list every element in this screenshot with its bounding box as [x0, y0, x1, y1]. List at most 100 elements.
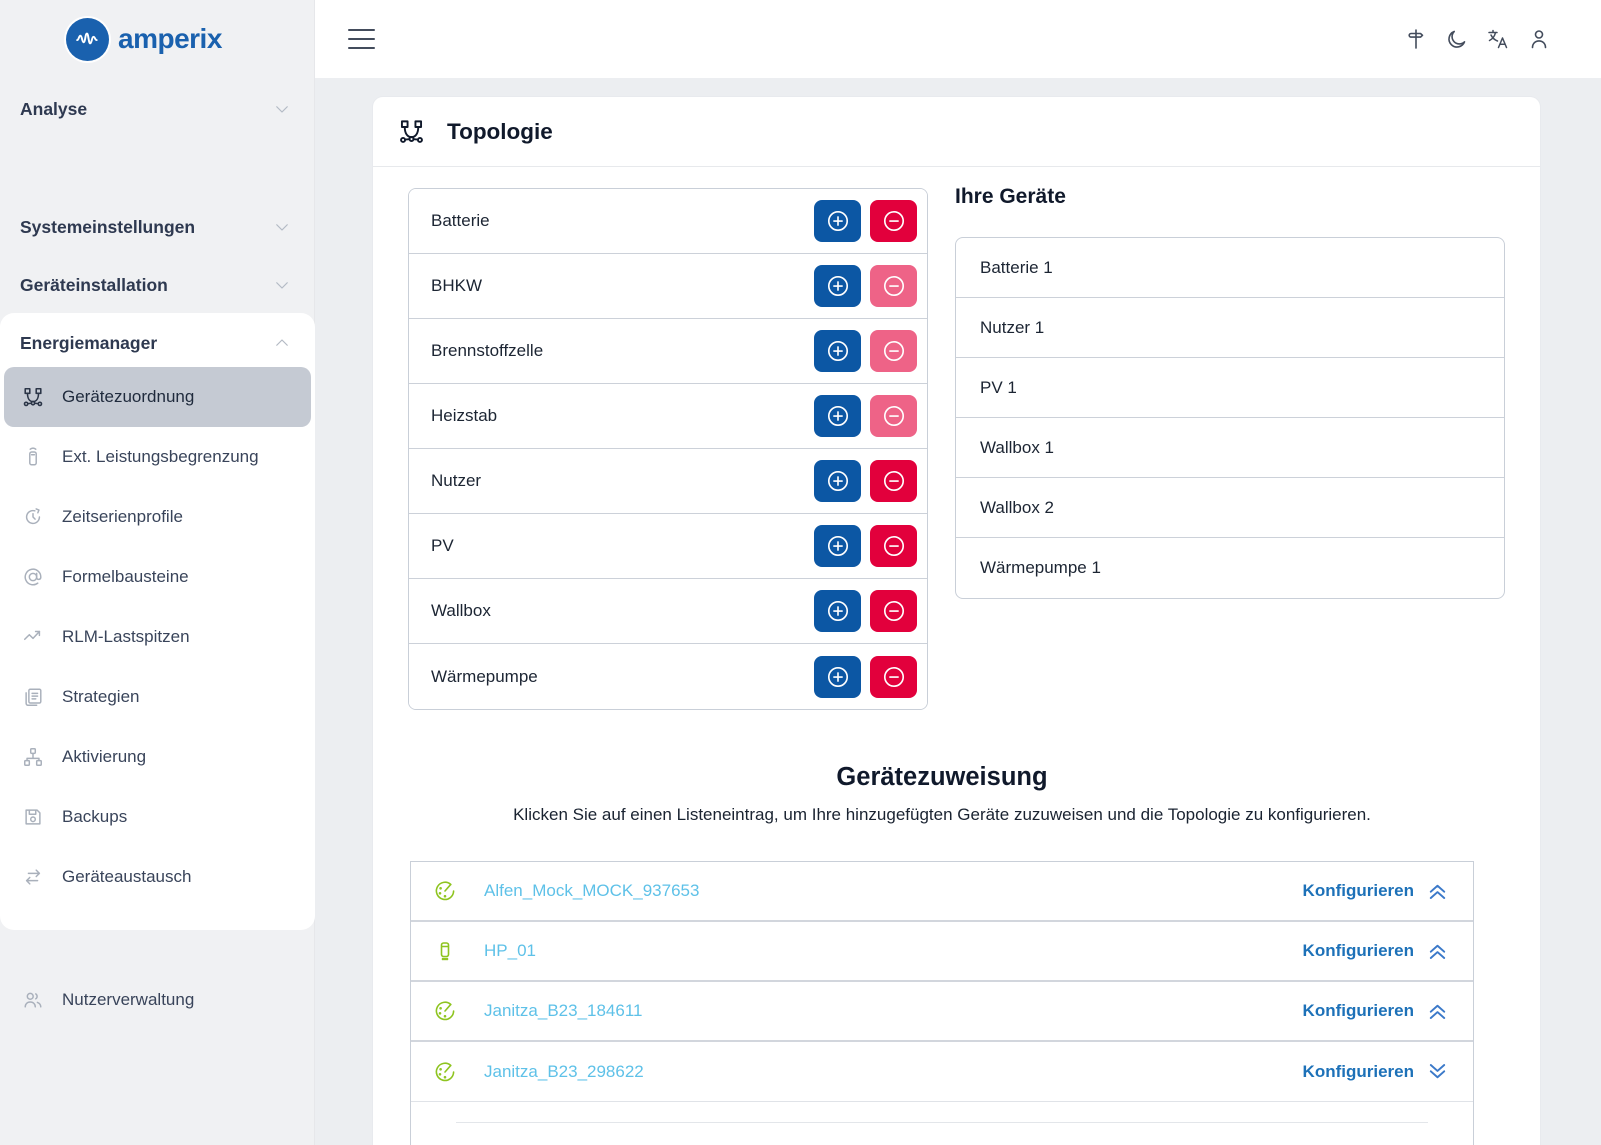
- your-device-item[interactable]: Batterie 1: [956, 238, 1504, 298]
- assignment-title: Gerätezuweisung: [836, 763, 1048, 791]
- konfigurieren-button[interactable]: Konfigurieren: [1303, 1060, 1449, 1083]
- sidebar-item-aktivierung[interactable]: Aktivierung: [0, 727, 315, 787]
- double-chevron-up-icon: [1429, 944, 1446, 959]
- add-device-button[interactable]: [814, 330, 861, 372]
- sidebar-item-label: Backups: [62, 807, 128, 826]
- assignment-row[interactable]: HP_01 Konfigurieren: [411, 922, 1473, 982]
- sidebar-section-systemeinstellungen[interactable]: Systemeinstellungen: [0, 203, 315, 251]
- translate-icon[interactable]: [1486, 27, 1510, 51]
- your-devices-list: Batterie 1 Nutzer 1 PV 1 Wallbox 1 Wallb…: [955, 237, 1505, 599]
- assignment-row[interactable]: Janitza_B23_184611 Konfigurieren: [411, 982, 1473, 1042]
- add-device-button[interactable]: [814, 460, 861, 502]
- sidebar-item-strategien[interactable]: Strategien: [0, 667, 315, 727]
- device-type-row: Nutzer: [409, 449, 927, 514]
- add-device-button[interactable]: [814, 655, 861, 698]
- remove-device-button[interactable]: [870, 200, 917, 242]
- add-device-button[interactable]: [814, 200, 861, 242]
- add-device-button[interactable]: [814, 525, 861, 567]
- section-label: Systemeinstellungen: [20, 216, 196, 237]
- menu-toggle-button[interactable]: [348, 29, 375, 49]
- add-device-button[interactable]: [814, 395, 861, 437]
- add-device-button[interactable]: [814, 590, 861, 632]
- moon-icon[interactable]: [1445, 27, 1469, 51]
- device-name-link: HP_01: [484, 941, 536, 960]
- sidebar-item-label: Geräteaustausch: [62, 867, 192, 886]
- sidebar-item-geraeteaustausch[interactable]: Geräteaustausch: [0, 847, 315, 907]
- sidebar-item-label: Zeitserienprofile: [62, 507, 183, 526]
- remove-device-button[interactable]: [870, 395, 917, 437]
- device-type-row: BHKW: [409, 254, 927, 319]
- remove-device-button[interactable]: [870, 525, 917, 567]
- device-type-label: BHKW: [431, 276, 482, 295]
- remove-device-button[interactable]: [870, 265, 917, 307]
- remove-device-button[interactable]: [870, 330, 917, 372]
- device-type-label: Nutzer: [431, 471, 482, 490]
- double-chevron-up-icon: [1429, 884, 1446, 899]
- meter-icon: [435, 1061, 455, 1081]
- konfigurieren-button[interactable]: Konfigurieren: [1303, 940, 1449, 963]
- your-device-item[interactable]: PV 1: [956, 358, 1504, 418]
- konfigurieren-button[interactable]: Konfigurieren: [1303, 1000, 1449, 1023]
- device-name-link: Alfen_Mock_MOCK_937653: [484, 881, 700, 900]
- sidebar-item-geraetezuordnung[interactable]: Gerätezuordnung: [4, 367, 311, 427]
- sitemap-icon: [24, 748, 42, 766]
- sidebar-item-backups[interactable]: Backups: [0, 787, 315, 847]
- top-header: [315, 0, 1601, 78]
- sidebar-section-geraeteinstallation[interactable]: Geräteinstallation: [0, 261, 315, 309]
- sidebar-item-formelbausteine[interactable]: Formelbausteine: [0, 547, 315, 607]
- remove-device-button[interactable]: [870, 460, 917, 502]
- signpost-icon[interactable]: [1404, 27, 1428, 51]
- brand-wave-icon: [66, 17, 109, 61]
- brand-logo[interactable]: amperix: [0, 0, 314, 78]
- device-type-row: PV: [409, 514, 927, 579]
- konfigurieren-label: Konfigurieren: [1302, 941, 1414, 960]
- your-device-item[interactable]: Wärmepumpe 1: [980, 558, 1101, 577]
- card-title-row: Topologie: [373, 97, 1540, 167]
- sidebar-item-zeitserienprofile[interactable]: Zeitserienprofile: [0, 487, 315, 547]
- remote-icon: [29, 447, 37, 466]
- your-device-item[interactable]: Nutzer 1: [956, 298, 1504, 358]
- remove-device-button[interactable]: [870, 590, 917, 632]
- add-device-button[interactable]: [814, 265, 861, 307]
- konfigurieren-label: Konfigurieren: [1302, 1061, 1414, 1081]
- your-device-item[interactable]: Wallbox 2: [956, 478, 1504, 538]
- chevron-down-icon: [276, 224, 288, 231]
- device-type-label: Wärmepumpe: [431, 666, 538, 686]
- your-devices-title: Ihre Geräte: [955, 185, 1066, 208]
- timer-icon: [25, 508, 41, 525]
- sidebar-item-label: Aktivierung: [62, 747, 147, 766]
- assignment-list: Alfen_Mock_MOCK_937653 Konfigurieren HP_…: [410, 861, 1474, 1145]
- topology-icon: [23, 387, 43, 407]
- konfigurieren-label: Konfigurieren: [1302, 881, 1414, 900]
- sidebar-item-rlm-lastspitzen[interactable]: RLM-Lastspitzen: [0, 607, 315, 667]
- sidebar-section-energiemanager[interactable]: Energiemanager: [0, 319, 315, 367]
- save-icon: [25, 809, 41, 825]
- double-chevron-down-icon: [1429, 1064, 1446, 1079]
- assignment-row[interactable]: Alfen_Mock_MOCK_937653 Konfigurieren: [411, 862, 1473, 922]
- konfigurieren-button[interactable]: Konfigurieren: [1303, 880, 1449, 903]
- header-actions: [1404, 27, 1551, 51]
- brand-name: amperix: [118, 23, 222, 54]
- assignment-row[interactable]: Janitza_B23_298622 Konfigurieren: [411, 1042, 1473, 1102]
- sidebar-item-label: Gerätezuordnung: [62, 387, 195, 406]
- user-icon[interactable]: [1527, 27, 1551, 51]
- sidebar-section-analyse[interactable]: Analyse: [0, 85, 315, 133]
- device-type-row: Wallbox: [409, 579, 927, 644]
- heatpump-icon: [440, 942, 450, 961]
- documents-icon: [25, 688, 42, 706]
- sidebar-item-ext-leistungsbegrenzung[interactable]: Ext. Leistungsbegrenzung: [0, 427, 315, 487]
- at-icon: [24, 568, 42, 586]
- double-chevron-up-icon: [1429, 1004, 1446, 1019]
- page-title: Topologie: [447, 118, 553, 144]
- device-type-list: Batterie BHKW Brennstoffzelle Heizstab: [408, 188, 928, 710]
- device-type-row: Batterie: [409, 189, 927, 254]
- device-type-label: PV: [431, 536, 454, 555]
- main-content: Topologie Batterie BHKW Brennstoffzelle: [315, 78, 1601, 1145]
- remove-device-button[interactable]: [870, 655, 917, 698]
- sidebar-item-nutzerverwaltung[interactable]: Nutzerverwaltung: [0, 970, 315, 1030]
- swap-icon: [25, 869, 41, 885]
- chevron-down-icon: [276, 106, 288, 113]
- your-device-item[interactable]: Wallbox 1: [956, 418, 1504, 478]
- konfigurieren-label: Konfigurieren: [1302, 1001, 1414, 1020]
